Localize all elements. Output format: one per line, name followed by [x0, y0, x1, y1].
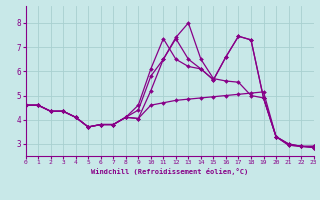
X-axis label: Windchill (Refroidissement éolien,°C): Windchill (Refroidissement éolien,°C): [91, 168, 248, 175]
